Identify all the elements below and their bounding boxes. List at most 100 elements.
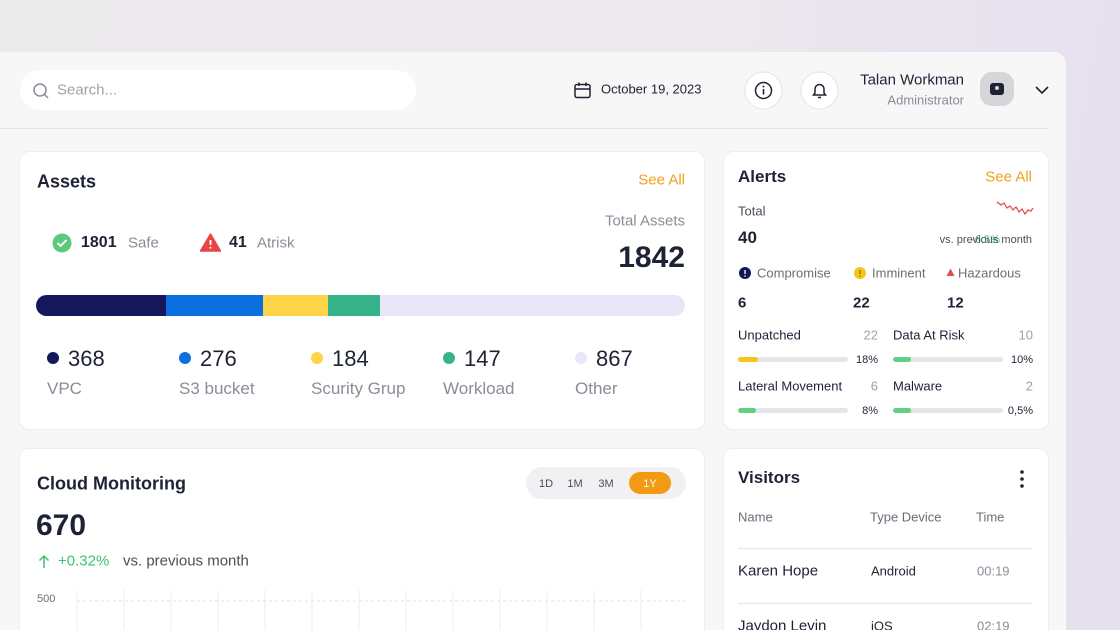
change-suffix: vs. previous month (123, 552, 249, 570)
change-suffix: vs. previous month (939, 234, 1032, 246)
at-risk-label: Atrisk (257, 234, 295, 252)
asset-segment (165, 295, 263, 316)
table-cell: 02:19 (977, 618, 1010, 630)
category-value: 22 (853, 294, 870, 312)
table-cell: Karen Hope (738, 562, 819, 580)
change-value: -6.5% (971, 234, 1000, 246)
search-icon (33, 83, 49, 99)
alerts-card (723, 151, 1049, 430)
imminent-icon (854, 267, 866, 279)
legend-dot (443, 352, 455, 364)
change-value: +0.32% (58, 552, 110, 570)
progress-fill (893, 357, 911, 362)
metric-value: 670 (36, 509, 87, 542)
asset-segment (327, 295, 380, 316)
progress-fill (738, 357, 758, 362)
asset-distribution-bar (36, 295, 685, 316)
metric-count: 10 (1018, 327, 1033, 343)
see-all-link[interactable]: See All (638, 171, 685, 189)
asset-segment (262, 295, 328, 316)
card-title: Alerts (738, 167, 787, 186)
metric-name: Data At Risk (893, 327, 965, 343)
legend-dot (47, 352, 59, 364)
metric-percent: 10% (1010, 354, 1033, 366)
more-menu[interactable] (1018, 469, 1026, 489)
legend-name: VPC (47, 379, 82, 398)
metric-count: 2 (1025, 378, 1033, 394)
legend-name: Workload (443, 379, 515, 398)
column-header: Type Device (870, 509, 942, 525)
user-role: Administrator (887, 92, 964, 108)
cloud-chart: 500 (37, 590, 685, 630)
card-title: Cloud Monitoring (37, 473, 186, 494)
hazardous-icon (946, 268, 955, 276)
safe-count: 1801 (81, 234, 117, 251)
metric-percent: 0,5% (1007, 405, 1033, 417)
metric-percent: 18% (855, 354, 878, 366)
visitors-card (723, 448, 1049, 630)
date: October 19, 2023 (601, 81, 702, 97)
progress-track (893, 357, 1003, 362)
metric-percent: 8% (862, 405, 878, 417)
row-divider (738, 548, 1032, 549)
info-button[interactable] (744, 71, 783, 110)
total-value: 40 (738, 228, 757, 247)
legend-name: Scurity Grup (311, 379, 406, 398)
metric-name: Unpatched (738, 327, 801, 343)
legend-value: 184 (332, 346, 369, 371)
column-header: Time (976, 509, 1005, 525)
table-cell: Android (871, 563, 916, 579)
metric-count: 6 (870, 378, 878, 394)
category-name: Compromise (757, 265, 831, 281)
column-header: Name (738, 509, 773, 525)
legend-dot (179, 352, 191, 364)
notification-button[interactable] (800, 71, 839, 110)
calendar-icon (574, 82, 591, 99)
at-risk-icon (200, 233, 221, 252)
search-box[interactable] (20, 70, 416, 110)
range-option[interactable]: 1D (538, 478, 554, 490)
row-divider (738, 603, 1032, 604)
asset-segment (379, 295, 685, 316)
avatar-icon (990, 83, 1004, 95)
category-value: 6 (738, 294, 747, 312)
progress-track (893, 408, 1003, 413)
safe-icon (52, 233, 72, 253)
safe-label: Safe (128, 234, 159, 252)
see-all-link[interactable]: See All (985, 168, 1032, 186)
progress-track (738, 357, 848, 362)
range-option[interactable]: 1M (567, 478, 583, 490)
user-menu-chevron[interactable] (1035, 85, 1049, 95)
table-cell: iOS (871, 618, 893, 630)
up-arrow-icon (38, 554, 50, 568)
range-active-pill (629, 472, 671, 494)
user-name: Talan Workman (860, 71, 964, 89)
metric-name: Malware (893, 378, 943, 394)
card-title: Assets (37, 171, 97, 192)
search-placeholder[interactable]: Search... (57, 81, 118, 99)
table-cell: 00:19 (977, 563, 1010, 579)
progress-track (738, 408, 848, 413)
range-option[interactable]: 1Y (643, 478, 657, 490)
metric-count: 22 (863, 327, 878, 343)
card-title: Visitors (738, 468, 801, 487)
category-name: Imminent (872, 265, 926, 281)
category-name: Hazardous (958, 265, 1021, 281)
range-option[interactable]: 3M (598, 478, 614, 490)
legend-dot (575, 352, 587, 364)
legend-name: S3 bucket (179, 379, 255, 398)
legend-name: Other (575, 379, 618, 398)
legend-value: 368 (68, 346, 105, 371)
total-label: Total Assets (604, 212, 685, 230)
header-divider (0, 128, 1048, 129)
at-risk-count: 41 (229, 234, 247, 251)
y-tick-label: 500 (37, 593, 55, 605)
compromise-icon (739, 267, 751, 279)
avatar[interactable] (980, 72, 1014, 106)
total-value: 1842 (618, 241, 685, 274)
category-value: 12 (947, 294, 964, 312)
legend-value: 147 (464, 346, 501, 371)
legend-dot (311, 352, 323, 364)
legend-value: 276 (200, 346, 237, 371)
